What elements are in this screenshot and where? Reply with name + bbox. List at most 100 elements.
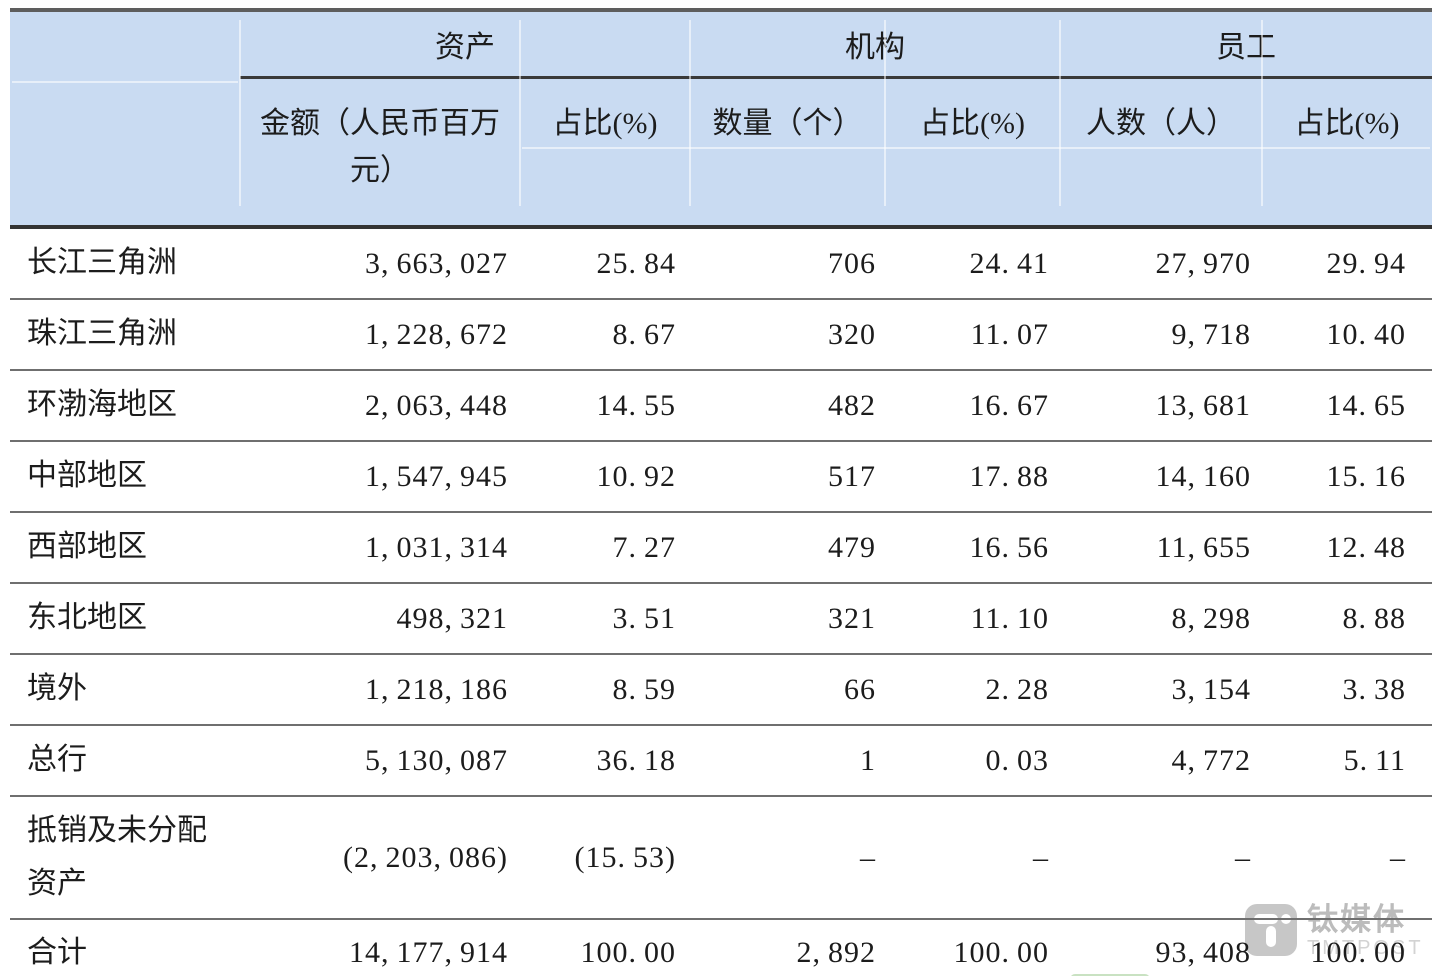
value-cell: 4, 772 — [1171, 743, 1251, 777]
region-cell: 西部地区 — [27, 530, 147, 564]
value-cell: 1, 228, 672 — [364, 317, 508, 351]
value-cell: 11. 07 — [970, 317, 1049, 351]
value-cell: – — [1235, 840, 1251, 874]
table-row: 中部地区 1, 547, 945 10. 92 517 17. 88 14, 1… — [10, 441, 1432, 512]
value-cell: 3, 154 — [1171, 672, 1251, 706]
value-cell: 11, 655 — [1156, 530, 1251, 564]
col-header-count: 数量（个） — [690, 77, 885, 227]
value-cell: 517 — [828, 459, 876, 493]
table-row: 珠江三角洲 1, 228, 672 8. 67 320 11. 07 9, 71… — [10, 299, 1432, 370]
value-cell: 2, 063, 448 — [364, 388, 508, 422]
value-cell: 498, 321 — [396, 601, 508, 635]
value-cell: 1, 547, 945 — [364, 459, 508, 493]
value-cell: 1, 031, 314 — [364, 530, 508, 564]
value-cell: 14, 160 — [1155, 459, 1251, 493]
col-header-employee-share: 占比(%) — [1262, 77, 1432, 227]
value-cell: 8, 298 — [1171, 601, 1251, 635]
value-cell: 1 — [860, 743, 876, 777]
value-cell: 14, 177, 914 — [348, 936, 508, 969]
watermark-brand-en: TMTPOST — [1307, 936, 1424, 959]
value-cell: 10. 40 — [1326, 317, 1406, 351]
value-cell: – — [1033, 840, 1049, 874]
value-cell: 13, 681 — [1155, 388, 1251, 422]
value-cell: 16. 56 — [969, 530, 1049, 564]
value-cell: (15. 53) — [574, 840, 676, 874]
region-cell: 长江三角洲 — [27, 246, 177, 280]
value-cell: 29. 94 — [1326, 246, 1406, 280]
group-header-institutions: 机构 — [690, 10, 1060, 79]
region-cell: 环渤海地区 — [27, 388, 177, 422]
table-row: 东北地区 498, 321 3. 51 321 11. 10 8, 298 8.… — [10, 583, 1432, 654]
value-cell: 10. 92 — [596, 459, 676, 493]
value-cell: 8. 59 — [612, 672, 676, 706]
value-cell: 5. 11 — [1343, 743, 1406, 777]
value-cell: 66 — [844, 672, 876, 706]
table-row: 境外 1, 218, 186 8. 59 66 2. 28 3, 154 3. … — [10, 654, 1432, 725]
region-cell: 总行 — [27, 743, 87, 777]
value-cell: 24. 41 — [969, 246, 1049, 280]
group-header-assets: 资产 — [240, 10, 690, 79]
group-header-row: 资产 机构 员工 — [10, 10, 1432, 227]
table-row: 环渤海地区 2, 063, 448 14. 55 482 16. 67 13, … — [10, 370, 1432, 441]
value-cell: 17. 88 — [969, 459, 1049, 493]
value-cell: – — [1390, 840, 1406, 874]
col-header-institution-share: 占比(%) — [885, 77, 1060, 227]
value-cell: 100. 00 — [1310, 936, 1406, 969]
value-cell: 0. 03 — [985, 743, 1049, 777]
value-cell: 100. 00 — [580, 936, 676, 969]
value-cell: 11. 10 — [970, 601, 1049, 635]
sub-header-row: 金额（人民币百万 元） 占比(%) 数量（个） 占比(%) 人数（人） 占比(%… — [10, 77, 1432, 227]
table-row: 抵销及未分配 资产 (2, 203, 086) (15. 53) – – – – — [10, 796, 1432, 919]
region-cell: 抵销及未分配 资产 — [27, 814, 207, 900]
col-header-amount: 金额（人民币百万 元） — [240, 77, 520, 227]
region-cell: 境外 — [27, 672, 87, 706]
regional-assets-table: 资产 机构 员工 金额（人民币百万 元） 占比(%) 数量（个） 占比(%) 人… — [10, 8, 1432, 976]
value-cell: 706 — [828, 246, 876, 280]
value-cell: 14. 55 — [596, 388, 676, 422]
value-cell: 3. 38 — [1342, 672, 1406, 706]
watermark-brand-cn: 钛媒体 — [1307, 902, 1406, 937]
value-cell: 8. 67 — [612, 317, 676, 351]
value-cell: 8. 88 — [1342, 601, 1406, 635]
page: 资产 机构 员工 金额（人民币百万 元） 占比(%) 数量（个） 占比(%) 人… — [0, 8, 1440, 976]
value-cell: 14. 65 — [1326, 388, 1406, 422]
value-cell: 7. 27 — [612, 530, 676, 564]
region-cell: 珠江三角洲 — [27, 317, 177, 351]
value-cell: 93, 408 — [1155, 936, 1251, 969]
group-header-employees: 员工 — [1060, 10, 1432, 79]
region-cell: 合计 — [27, 935, 87, 969]
table-row: 西部地区 1, 031, 314 7. 27 479 16. 56 11, 65… — [10, 512, 1432, 583]
value-cell: (2, 203, 086) — [343, 840, 508, 874]
table-header: 资产 机构 员工 金额（人民币百万 元） 占比(%) 数量（个） 占比(%) 人… — [10, 10, 1432, 227]
value-cell: – — [860, 840, 876, 874]
value-cell: 25. 84 — [596, 246, 676, 280]
value-cell: 320 — [828, 317, 876, 351]
corner-cell — [10, 10, 240, 227]
value-cell: 479 — [828, 530, 876, 564]
col-header-asset-share: 占比(%) — [520, 77, 690, 227]
region-cell: 中部地区 — [27, 459, 147, 493]
value-cell: 16. 67 — [969, 388, 1049, 422]
value-cell: 12. 48 — [1326, 530, 1406, 564]
table-row: 长江三角洲 3, 663, 027 25. 84 706 24. 41 27, … — [10, 227, 1432, 299]
value-cell: 321 — [828, 601, 876, 635]
value-cell: 3. 51 — [612, 601, 676, 635]
value-cell: 100. 00 — [953, 936, 1049, 969]
value-cell: 9, 718 — [1171, 317, 1251, 351]
value-cell: 1, 218, 186 — [364, 672, 508, 706]
total-row: 合计 14, 177, 914 100. 00 2, 892 100. 00 9… — [10, 919, 1432, 976]
table-row: 总行 5, 130, 087 36. 18 1 0. 03 4, 772 5. … — [10, 725, 1432, 796]
region-cell: 东北地区 — [27, 601, 147, 635]
value-cell: 2, 892 — [796, 936, 876, 969]
value-cell: 36. 18 — [596, 743, 676, 777]
tmtpost-logo-icon — [1245, 904, 1297, 956]
value-cell: 482 — [828, 388, 876, 422]
highlight-fragment — [1070, 974, 1150, 976]
value-cell: 2. 28 — [985, 672, 1049, 706]
value-cell: 15. 16 — [1326, 459, 1406, 493]
value-cell: 27, 970 — [1155, 246, 1251, 280]
value-cell: 5, 130, 087 — [364, 743, 508, 777]
col-header-headcount: 人数（人） — [1060, 77, 1262, 227]
value-cell: 3, 663, 027 — [364, 246, 508, 280]
tmtpost-watermark: 钛媒体 TMTPOST — [1245, 902, 1424, 959]
